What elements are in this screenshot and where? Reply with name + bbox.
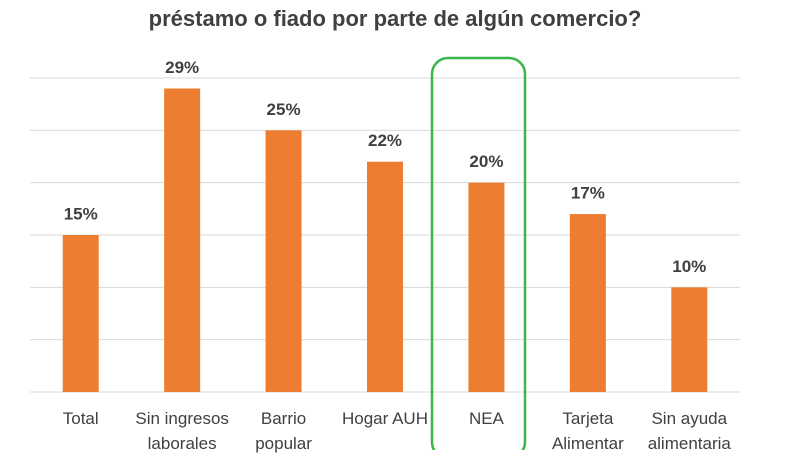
value-label: 15%	[64, 204, 98, 223]
x-tick-label: Sin ingresos laborales	[135, 409, 229, 453]
x-tick-label: NEA	[468, 409, 504, 428]
x-tick-label: Sin ayuda alimentaria	[647, 409, 731, 453]
bar	[367, 161, 403, 392]
bar	[671, 287, 708, 392]
bar	[62, 235, 99, 392]
x-tick-label: Tarjeta Alimentar	[551, 409, 624, 453]
value-label: 17%	[571, 184, 605, 203]
x-tick-label: Total	[62, 409, 99, 428]
value-label: 20%	[469, 152, 503, 171]
x-tick-label: Hogar AUH	[342, 409, 428, 428]
highlight-box	[430, 56, 527, 450]
chart-title: préstamo o fiado por parte de algún come…	[149, 6, 642, 31]
bar	[164, 88, 201, 392]
value-label: 29%	[165, 58, 199, 77]
bar	[265, 130, 302, 393]
x-tick-label: Barrio popular	[255, 409, 312, 453]
value-label: 22%	[368, 131, 402, 150]
value-label: 10%	[672, 257, 706, 276]
bar	[468, 182, 505, 392]
value-label: 25%	[267, 100, 301, 119]
bar	[569, 214, 606, 392]
